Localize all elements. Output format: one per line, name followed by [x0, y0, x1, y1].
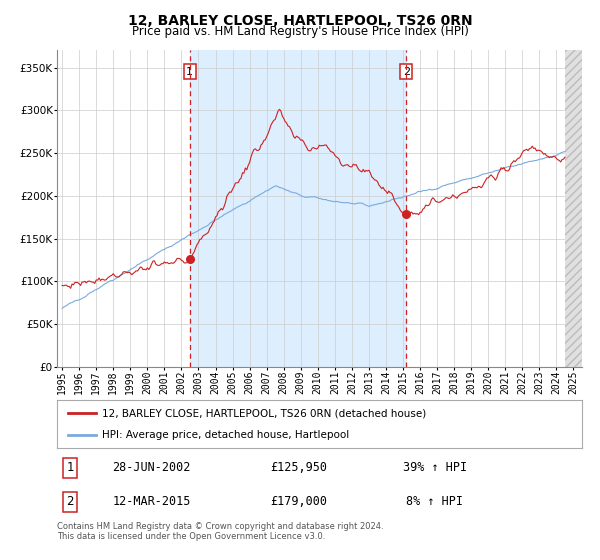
Text: £179,000: £179,000: [270, 496, 327, 508]
Text: 1: 1: [67, 461, 74, 474]
Text: 12-MAR-2015: 12-MAR-2015: [112, 496, 191, 508]
Text: 12, BARLEY CLOSE, HARTLEPOOL, TS26 0RN (detached house): 12, BARLEY CLOSE, HARTLEPOOL, TS26 0RN (…: [101, 408, 426, 418]
Text: 12, BARLEY CLOSE, HARTLEPOOL, TS26 0RN: 12, BARLEY CLOSE, HARTLEPOOL, TS26 0RN: [128, 14, 472, 28]
Text: 2: 2: [403, 67, 410, 77]
Text: 28-JUN-2002: 28-JUN-2002: [112, 461, 191, 474]
Bar: [190, 50, 406, 367]
Text: 8% ↑ HPI: 8% ↑ HPI: [407, 496, 464, 508]
Text: 39% ↑ HPI: 39% ↑ HPI: [403, 461, 467, 474]
Text: 2: 2: [67, 496, 74, 508]
Bar: [565, 46, 599, 367]
Text: Price paid vs. HM Land Registry's House Price Index (HPI): Price paid vs. HM Land Registry's House …: [131, 25, 469, 38]
Text: Contains HM Land Registry data © Crown copyright and database right 2024.
This d: Contains HM Land Registry data © Crown c…: [57, 522, 383, 542]
Text: HPI: Average price, detached house, Hartlepool: HPI: Average price, detached house, Hart…: [101, 430, 349, 440]
Text: 1: 1: [186, 67, 193, 77]
Text: £125,950: £125,950: [270, 461, 327, 474]
